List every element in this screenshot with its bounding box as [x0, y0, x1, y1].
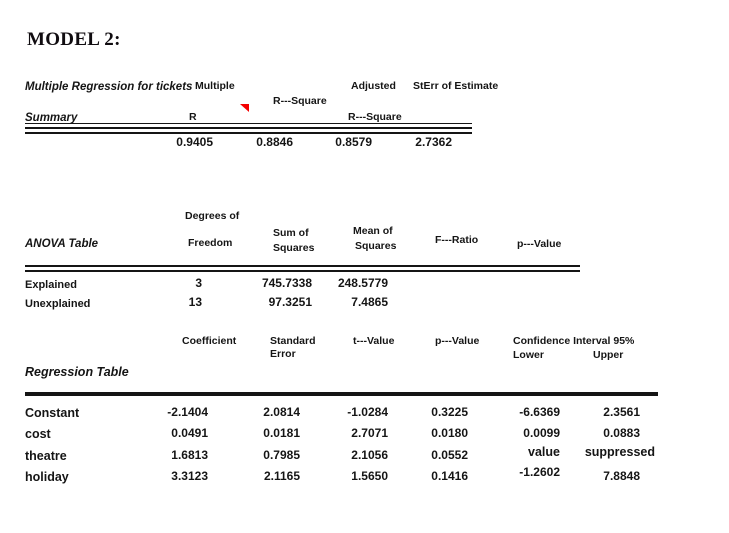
anova-row-explained-df: 3 — [195, 276, 202, 290]
reg-row-theatre-upper: suppressed — [584, 445, 655, 459]
reg-row-constant-lower: -6.6369 — [519, 405, 560, 419]
reg-row-holiday-label: holiday — [25, 470, 69, 484]
summary-header-adjusted: Adjusted — [351, 80, 396, 92]
comment-marker-icon — [240, 104, 249, 112]
anova-row-explained-label: Explained — [25, 279, 77, 291]
reg-row-theatre-label: theatre — [25, 449, 67, 463]
reg-row-holiday-coef: 3.3123 — [171, 469, 208, 483]
reg-row-holiday-t: 1.5650 — [351, 469, 388, 483]
anova-header-ms-line2: Squares — [355, 240, 397, 252]
anova-row-explained-ms: 248.5779 — [337, 276, 388, 290]
anova-header-df-line2: Freedom — [188, 237, 233, 249]
reg-row-constant-se: 2.0814 — [263, 405, 300, 419]
anova-row-unexplained-ss: 97.3251 — [268, 295, 312, 309]
reg-header-se-line2: Error — [270, 348, 296, 360]
reg-row-cost-p: 0.0180 — [431, 426, 468, 440]
summary-value-sterr: 2.7362 — [415, 135, 452, 149]
anova-row-unexplained-label: Unexplained — [25, 298, 91, 310]
anova-row-explained-ss: 745.7338 — [261, 276, 312, 290]
summary-value-adj-rsquare: 0.8579 — [335, 135, 372, 149]
summary-header-sterr: StErr of Estimate — [413, 80, 499, 92]
anova-header-p-value: p---Value — [517, 238, 562, 250]
anova-double-rule — [25, 265, 580, 272]
reg-row-cost-lower: 0.0099 — [523, 426, 560, 440]
summary-header-multiple: Multiple — [195, 80, 235, 92]
reg-row-constant-upper: 2.3561 — [603, 405, 640, 419]
anova-header-ss-line2: Squares — [273, 242, 315, 254]
regression-thick-rule — [25, 392, 658, 396]
reg-row-cost-upper: 0.0883 — [603, 426, 640, 440]
reg-header-ci: Confidence Interval 95% — [513, 335, 635, 347]
reg-row-cost-label: cost — [25, 427, 51, 441]
reg-row-constant-label: Constant — [25, 406, 80, 420]
summary-header-r: R — [189, 111, 197, 123]
reg-row-theatre-lower: value — [528, 445, 560, 459]
reg-row-constant-t: -1.0284 — [347, 405, 388, 419]
summary-header-underline — [25, 123, 472, 124]
reg-row-holiday-p: 0.1416 — [431, 469, 468, 483]
reg-header-t-value: t---Value — [353, 335, 395, 347]
anova-header-ss-line1: Sum of — [273, 227, 309, 239]
reg-header-coefficient: Coefficient — [182, 335, 237, 347]
reg-row-holiday-se: 2.1165 — [263, 469, 300, 483]
summary-double-rule — [25, 127, 472, 134]
anova-row-unexplained-df: 13 — [188, 295, 202, 309]
summary-value-rsquare: 0.8846 — [256, 135, 293, 149]
summary-header-rsquare: R---Square — [273, 95, 327, 107]
anova-row-unexplained-ms: 7.4865 — [351, 295, 388, 309]
page-title: MODEL 2: — [27, 29, 121, 50]
reg-row-cost-t: 2.7071 — [351, 426, 388, 440]
reg-header-ci-upper: Upper — [593, 349, 624, 361]
reg-row-theatre-se: 0.7985 — [263, 448, 300, 462]
anova-header-ms-line1: Mean of — [353, 225, 393, 237]
reg-row-cost-coef: 0.0491 — [171, 426, 208, 440]
summary-value-multiple-r: 0.9405 — [176, 135, 213, 149]
reg-row-constant-coef: -2.1404 — [167, 405, 208, 419]
anova-header-df-line1: Degrees of — [185, 210, 240, 222]
reg-row-holiday-lower: -1.2602 — [519, 465, 560, 479]
reg-header-ci-lower: Lower — [513, 349, 544, 361]
reg-row-theatre-coef: 1.6813 — [171, 448, 208, 462]
regression-caption: Regression Table — [25, 365, 129, 379]
summary-row-label: Summary — [25, 112, 78, 124]
summary-caption: Multiple Regression for tickets — [25, 81, 193, 93]
reg-header-p-value: p---Value — [435, 335, 480, 347]
anova-header-f-ratio: F---Ratio — [435, 234, 479, 246]
reg-row-cost-se: 0.0181 — [263, 426, 300, 440]
reg-row-theatre-t: 2.1056 — [351, 448, 388, 462]
reg-row-constant-p: 0.3225 — [431, 405, 468, 419]
reg-row-holiday-upper: 7.8848 — [603, 469, 640, 483]
reg-row-theatre-p: 0.0552 — [431, 448, 468, 462]
anova-caption: ANOVA Table — [25, 238, 99, 250]
summary-header-adj-rsquare: R---Square — [348, 111, 402, 123]
reg-header-se-line1: Standard — [270, 335, 316, 347]
